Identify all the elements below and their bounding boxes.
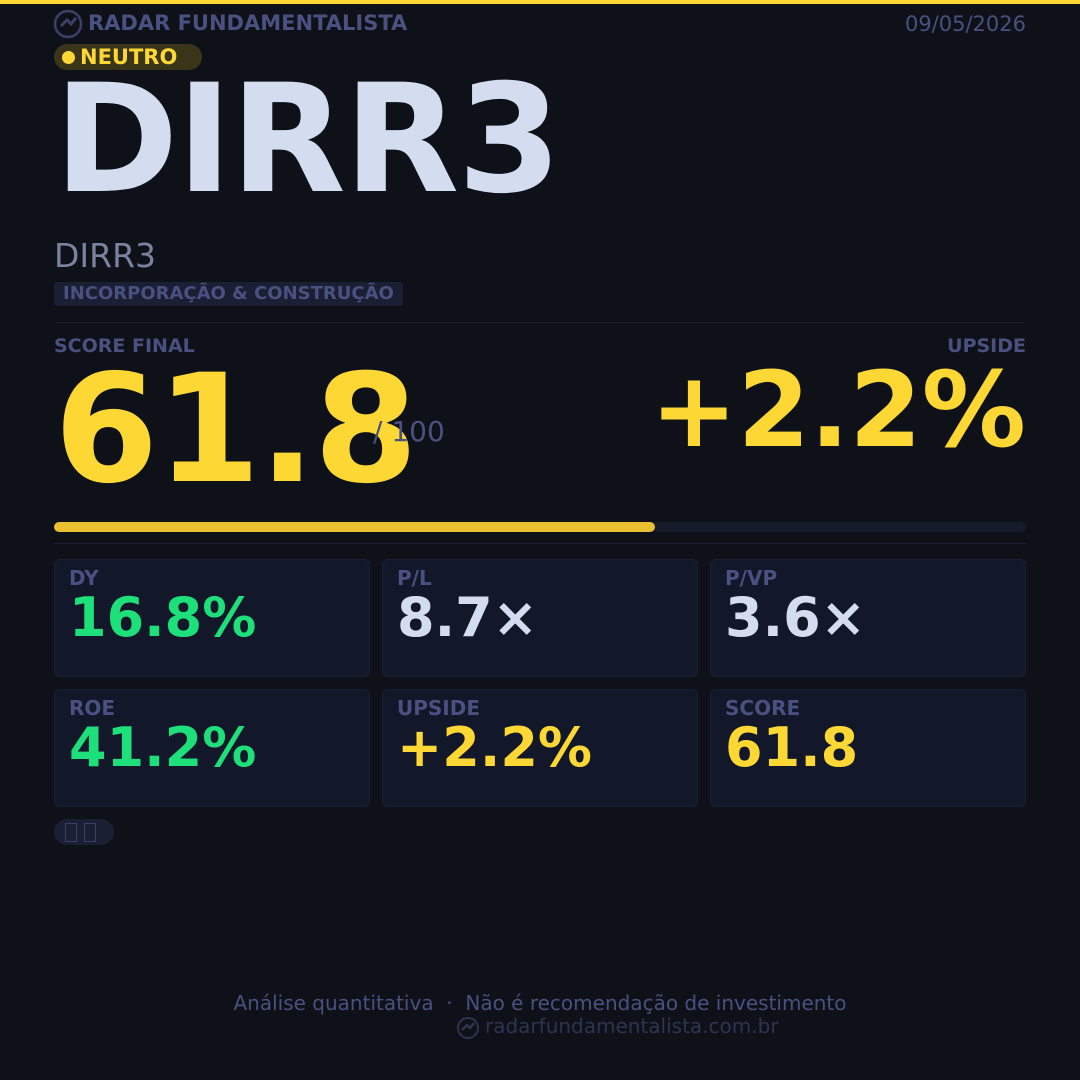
metric-value: 16.8% [69, 586, 257, 649]
ticker: DIRR3 [54, 53, 562, 227]
date: 09/05/2026 [904, 12, 1026, 36]
score-label: SCORE FINAL [54, 335, 195, 357]
metric-card: UPSIDE +2.2% [382, 689, 698, 807]
upside-label: UPSIDE [947, 335, 1026, 357]
metric-label: UPSIDE [397, 696, 481, 720]
metric-card: SCORE 61.8 [710, 689, 1026, 807]
metric-label: P/L [397, 566, 432, 590]
metric-value: 8.7× [397, 586, 538, 649]
metric-card: P/VP 3.6× [710, 559, 1026, 677]
logo [457, 1017, 479, 1039]
divider [54, 322, 1026, 323]
metric-card: DY 16.8% [54, 559, 370, 677]
score-max: / 100 [373, 415, 445, 448]
url: radarfundamentalista.com.br [485, 1014, 779, 1038]
metric-label: SCORE [725, 696, 801, 720]
divider [54, 543, 1026, 544]
metric-label: ROE [69, 696, 116, 720]
badge-bg [54, 44, 202, 70]
icon-strip [54, 819, 114, 845]
disclaimer: Análise quantitativa · Não é recomendaçã… [233, 991, 847, 1015]
metric-label: P/VP [725, 566, 778, 590]
progress-bar [54, 522, 655, 532]
metric-value: 61.8 [725, 716, 859, 779]
metric-card: P/L 8.7× [382, 559, 698, 677]
upside-value: +2.2% [650, 349, 1026, 471]
score-value: 61.8 [54, 343, 418, 517]
badge: NEUTRO [80, 45, 178, 69]
sector-tag: INCORPORAÇÃO & CONSTRUÇÃO [54, 282, 403, 306]
metric-label: DY [69, 566, 99, 590]
metric-value: 41.2% [69, 716, 257, 779]
metric-value: +2.2% [397, 716, 593, 779]
asset-name: DIRR3 [54, 236, 156, 275]
icon [84, 823, 96, 842]
metric-card: ROE 41.2% [54, 689, 370, 807]
metric-value: 3.6× [725, 586, 866, 649]
icon [65, 823, 77, 842]
brand: RADAR FUNDAMENTALISTA [88, 11, 408, 35]
badge-dot [62, 51, 75, 64]
top-line [0, 0, 1080, 4]
logo [53, 9, 83, 39]
